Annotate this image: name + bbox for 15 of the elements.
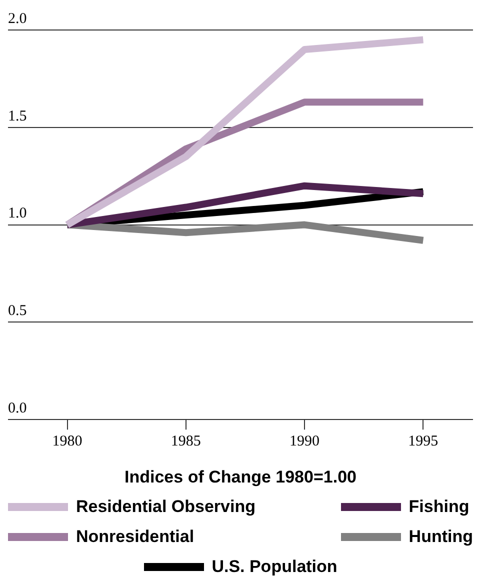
x-tick-label: 1995 — [408, 434, 438, 450]
legend-label: Hunting — [408, 527, 473, 547]
y-tick-label: 0.0 — [8, 400, 27, 417]
legend-label: U.S. Population — [212, 557, 338, 577]
legend-label: Nonresidential — [76, 527, 194, 547]
y-tick-label: 1.5 — [8, 108, 27, 124]
y-tick-label: 0.5 — [8, 303, 27, 320]
x-tick-label: 1990 — [290, 434, 320, 450]
legend-label: Residential Observing — [76, 497, 256, 517]
x-tick-label: 1985 — [170, 434, 201, 450]
x-tick-label: 1980 — [52, 434, 82, 450]
legend-label: Fishing — [408, 497, 470, 517]
x-axis-title: Indices of Change 1980=1.00 — [124, 467, 356, 486]
y-tick-label: 2.0 — [8, 10, 27, 27]
y-tick-label: 1.0 — [8, 206, 27, 222]
